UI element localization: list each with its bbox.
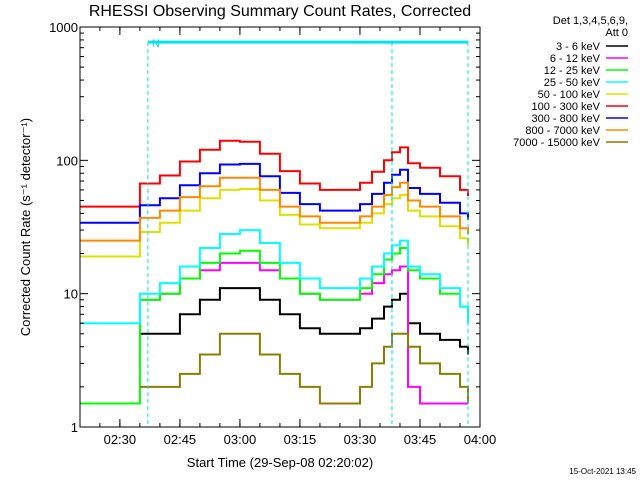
legend-label-2: 12 - 25 keV: [544, 65, 601, 77]
series-line-6: [80, 162, 469, 224]
footer-timestamp: 15-Oct-2021 13:45: [569, 467, 636, 476]
series-line-3: [80, 229, 469, 325]
series-line-5: [80, 139, 469, 208]
plot-area: N: [80, 38, 469, 427]
marker-layer: N: [147, 38, 469, 427]
legend-header-line-1: Det 1,3,4,5,6,9,: [553, 15, 628, 27]
x-tick-label: 03:45: [404, 432, 437, 447]
legend-label-8: 7000 - 15000 keV: [513, 137, 601, 149]
y-tick-label: 1: [71, 420, 78, 435]
x-tick-label: 02:30: [104, 432, 137, 447]
series-line-0: [139, 287, 469, 355]
legend-label-3: 25 - 50 keV: [544, 77, 601, 89]
y-tick-label: 10: [64, 287, 78, 302]
legend-label-6: 300 - 800 keV: [532, 113, 601, 125]
y-tick-label: 1000: [49, 20, 78, 35]
legend-label-7: 800 - 7000 keV: [525, 125, 600, 137]
series-line-8: [139, 332, 469, 405]
x-axis: 02:30 02:45 03:00 03:15 03:30 03:45 04:00: [99, 27, 497, 447]
y-axis-label: Corrected Count Rate (s⁻¹ detector⁻¹): [18, 118, 33, 336]
chart-title: RHESSI Observing Summary Count Rates, Co…: [89, 3, 471, 20]
x-tick-label: 04:00: [464, 432, 497, 447]
x-axis-label: Start Time (29-Sep-08 02:20:02): [187, 455, 373, 470]
legend-label-4: 50 - 100 keV: [538, 89, 601, 101]
series-layer: [80, 139, 469, 405]
legend-label-0: 3 - 6 keV: [556, 41, 601, 53]
y-axis: 1 10 100 1000: [49, 20, 480, 435]
legend-label-5: 100 - 300 keV: [532, 101, 601, 113]
x-tick-label: 02:45: [164, 432, 197, 447]
legend-header-line-2: Att 0: [605, 27, 628, 39]
y-tick-label: 100: [56, 153, 78, 168]
x-tick-label: 03:15: [284, 432, 317, 447]
marker-label-0: N: [152, 38, 160, 50]
series-line-7: [80, 176, 469, 242]
x-tick-label: 03:30: [344, 432, 377, 447]
legend-label-1: 6 - 12 keV: [550, 53, 601, 65]
x-tick-label: 03:00: [224, 432, 257, 447]
